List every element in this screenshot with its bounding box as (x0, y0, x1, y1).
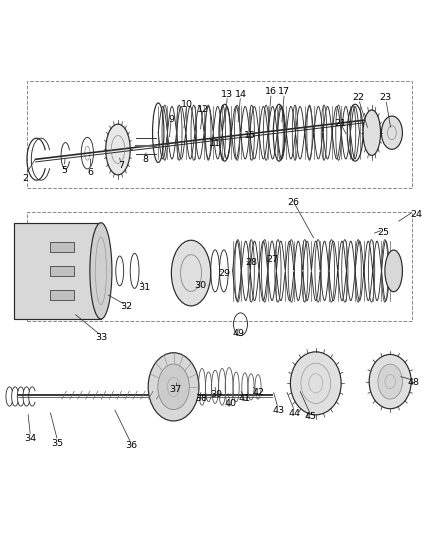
Text: 32: 32 (120, 302, 131, 311)
Text: 21: 21 (333, 119, 346, 128)
Ellipse shape (381, 116, 402, 149)
Text: 45: 45 (304, 411, 316, 421)
Text: 49: 49 (232, 329, 244, 338)
Bar (14, 223, 101, 319)
Text: 25: 25 (376, 228, 388, 237)
Text: 22: 22 (352, 93, 364, 102)
Ellipse shape (171, 240, 210, 306)
Text: 8: 8 (142, 155, 148, 164)
Ellipse shape (148, 353, 198, 421)
Ellipse shape (377, 364, 402, 399)
Text: 35: 35 (51, 439, 64, 448)
Text: 7: 7 (118, 161, 124, 171)
Text: 23: 23 (379, 93, 391, 102)
Ellipse shape (384, 250, 402, 292)
Ellipse shape (157, 364, 189, 409)
Text: 5: 5 (61, 166, 67, 175)
Ellipse shape (368, 354, 410, 409)
Text: 42: 42 (251, 388, 263, 397)
Text: 33: 33 (95, 333, 107, 342)
Bar (49, 241, 74, 252)
Bar (27, 80, 411, 188)
Text: 48: 48 (407, 377, 419, 386)
Ellipse shape (362, 110, 380, 156)
Text: 44: 44 (288, 409, 300, 417)
Text: 28: 28 (244, 259, 256, 268)
Text: 14: 14 (234, 90, 246, 99)
Text: 13: 13 (221, 90, 233, 99)
Bar (49, 265, 74, 276)
Text: 2: 2 (23, 174, 28, 183)
Text: 37: 37 (170, 385, 181, 394)
Text: 6: 6 (87, 168, 93, 177)
Text: 36: 36 (125, 441, 137, 450)
Text: 39: 39 (209, 390, 222, 399)
Text: 43: 43 (272, 406, 283, 415)
Text: 12: 12 (196, 106, 208, 115)
Ellipse shape (290, 352, 340, 415)
Bar (49, 290, 74, 300)
Text: 9: 9 (168, 116, 174, 124)
Text: 17: 17 (278, 87, 290, 96)
Ellipse shape (106, 124, 130, 175)
Text: 29: 29 (217, 269, 230, 278)
Text: 24: 24 (410, 211, 421, 220)
Text: 16: 16 (265, 87, 276, 96)
Text: 41: 41 (237, 394, 249, 403)
Text: 31: 31 (138, 283, 150, 292)
Bar (27, 212, 411, 321)
Text: 11: 11 (208, 140, 221, 149)
Text: 15: 15 (244, 131, 255, 140)
Text: 40: 40 (223, 399, 236, 408)
Text: 38: 38 (194, 394, 207, 403)
Text: 27: 27 (265, 255, 277, 264)
Text: 34: 34 (25, 434, 36, 443)
Text: 30: 30 (194, 281, 206, 290)
Ellipse shape (90, 223, 112, 319)
Text: 26: 26 (286, 198, 298, 207)
Text: 10: 10 (180, 100, 192, 109)
